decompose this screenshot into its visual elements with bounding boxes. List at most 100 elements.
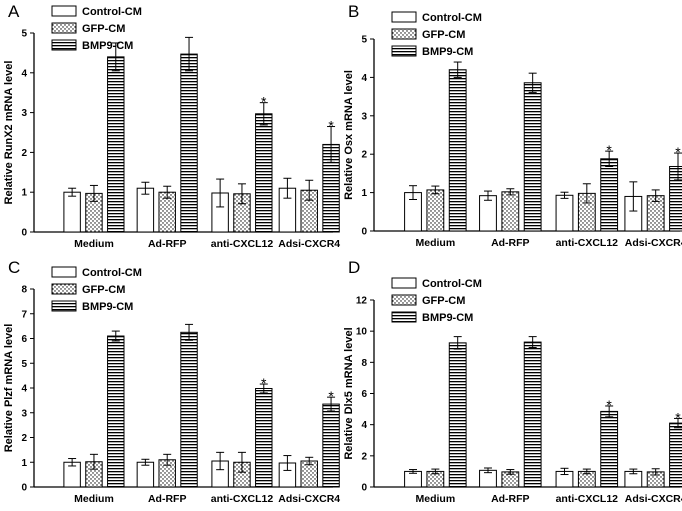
y-tick-label: 6 bbox=[361, 389, 367, 400]
bar bbox=[600, 158, 619, 232]
legend-label: Control-CM bbox=[82, 6, 142, 18]
y-tick-label: 0 bbox=[21, 228, 27, 239]
y-tick-label: 3 bbox=[21, 108, 27, 119]
legend-label: GFP-CM bbox=[422, 29, 465, 41]
y-tick-label: 12 bbox=[356, 296, 368, 307]
significance-star: * bbox=[261, 375, 267, 391]
bar bbox=[322, 403, 340, 488]
bar bbox=[523, 82, 542, 232]
bar bbox=[107, 56, 125, 233]
legend-swatch bbox=[51, 266, 77, 278]
legend: Control-CM GFP-CM BMP9-CM bbox=[391, 277, 482, 324]
legend-swatch bbox=[391, 311, 417, 323]
y-tick-label: 0 bbox=[361, 483, 367, 494]
bar bbox=[448, 69, 467, 232]
legend-label: BMP9-CM bbox=[82, 40, 133, 52]
bar bbox=[180, 331, 198, 488]
bar bbox=[669, 422, 682, 488]
legend-swatch bbox=[391, 294, 417, 306]
y-tick-label: 2 bbox=[361, 150, 367, 161]
panel-letter-c: C bbox=[8, 258, 20, 277]
legend-swatch bbox=[51, 283, 77, 295]
legend-label: GFP-CM bbox=[82, 23, 125, 35]
category-label: Adsi-CXCR4 bbox=[625, 493, 682, 505]
bar bbox=[255, 113, 273, 233]
legend: Control-CM GFP-CM BMP9-CM bbox=[391, 11, 482, 58]
legend-label: BMP9-CM bbox=[422, 312, 473, 324]
bar bbox=[136, 187, 155, 233]
panel-letter-b: B bbox=[348, 2, 359, 21]
bar bbox=[501, 191, 520, 232]
category-label: Medium bbox=[416, 493, 456, 505]
category-label: Medium bbox=[74, 238, 114, 250]
y-axis-label: Relative RunX2 mRNA level bbox=[3, 61, 15, 205]
y-tick-label: 6 bbox=[21, 334, 27, 345]
category-label: Medium bbox=[74, 493, 114, 505]
significance-star: * bbox=[675, 409, 681, 425]
significance-star: * bbox=[328, 118, 334, 134]
y-tick-label: 2 bbox=[361, 451, 367, 462]
category-label: Adsi-CXCR4 bbox=[625, 237, 682, 249]
category-label: Medium bbox=[416, 237, 456, 249]
y-axis-label: Relative Plzf mRNA level bbox=[3, 324, 15, 453]
legend-swatch bbox=[51, 300, 77, 312]
legend-label: BMP9-CM bbox=[422, 46, 473, 58]
y-tick-label: 8 bbox=[361, 358, 367, 369]
y-axis-label: Relative Osx mRNA level bbox=[343, 70, 355, 200]
panel-c-chart: Control-CM GFP-CM BMP9-CM 0 1 2 3 4 5 6 7 8 Relative… bbox=[3, 266, 340, 505]
bar bbox=[426, 189, 445, 232]
legend-label: GFP-CM bbox=[82, 284, 125, 296]
bar bbox=[255, 387, 273, 488]
legend-label: GFP-CM bbox=[422, 295, 465, 307]
legend-swatch bbox=[51, 39, 77, 51]
panel-b-chart: Control-CM GFP-CM BMP9-CM 0 1 2 3 4 5 Relative Os… bbox=[343, 11, 682, 249]
category-label: anti-CXCL12 bbox=[556, 493, 619, 505]
category-label: Ad-RFP bbox=[491, 237, 530, 249]
legend-label: Control-CM bbox=[82, 267, 142, 279]
legend-swatch bbox=[391, 28, 417, 40]
legend-swatch bbox=[391, 277, 417, 289]
legend: Control-CM GFP-CM BMP9-CM bbox=[51, 5, 142, 52]
y-tick-label: 2 bbox=[21, 148, 27, 159]
bar bbox=[600, 410, 619, 488]
legend-swatch bbox=[51, 22, 77, 34]
bar bbox=[479, 195, 497, 232]
y-tick-label: 4 bbox=[21, 68, 27, 79]
significance-star: * bbox=[606, 142, 612, 158]
y-tick-label: 1 bbox=[361, 188, 367, 199]
category-label: Ad-RFP bbox=[491, 493, 530, 505]
bar bbox=[448, 342, 467, 488]
bar bbox=[63, 191, 81, 233]
panel-letter-d: D bbox=[348, 258, 360, 277]
panel-d-chart: Control-CM GFP-CM BMP9-CM 0 2 4 6 8 10 12 Relative… bbox=[343, 277, 682, 505]
y-tick-label: 1 bbox=[21, 458, 27, 469]
y-tick-label: 2 bbox=[21, 433, 27, 444]
y-tick-label: 7 bbox=[21, 309, 27, 320]
y-tick-label: 10 bbox=[356, 327, 368, 338]
category-label: Ad-RFP bbox=[148, 493, 187, 505]
y-tick-label: 8 bbox=[21, 285, 27, 296]
bar bbox=[555, 194, 574, 232]
bar bbox=[523, 341, 542, 488]
y-tick-label: 5 bbox=[361, 35, 367, 46]
legend-label: Control-CM bbox=[422, 278, 482, 290]
y-tick-label: 5 bbox=[21, 359, 27, 370]
legend-swatch bbox=[51, 5, 77, 17]
bar bbox=[107, 335, 125, 488]
y-axis-label: Relative Dlx5 mRNA level bbox=[343, 327, 355, 459]
y-tick-label: 1 bbox=[21, 188, 27, 199]
legend-label: BMP9-CM bbox=[82, 301, 133, 313]
legend-swatch bbox=[391, 11, 417, 23]
y-tick-label: 3 bbox=[21, 408, 27, 419]
significance-star: * bbox=[328, 388, 334, 404]
bar bbox=[136, 461, 155, 488]
panel-letter-a: A bbox=[8, 2, 20, 21]
category-label: Adsi-CXCR4 bbox=[278, 493, 340, 505]
panel-a-chart: Control-CM GFP-CM BMP9-CM 0 1 2 3 4 5 Relative Ru… bbox=[3, 5, 340, 250]
y-tick-label: 0 bbox=[361, 227, 367, 238]
significance-star: * bbox=[261, 94, 267, 110]
category-label: Ad-RFP bbox=[148, 238, 187, 250]
legend: Control-CM GFP-CM BMP9-CM bbox=[51, 266, 142, 313]
significance-star: * bbox=[606, 397, 612, 413]
